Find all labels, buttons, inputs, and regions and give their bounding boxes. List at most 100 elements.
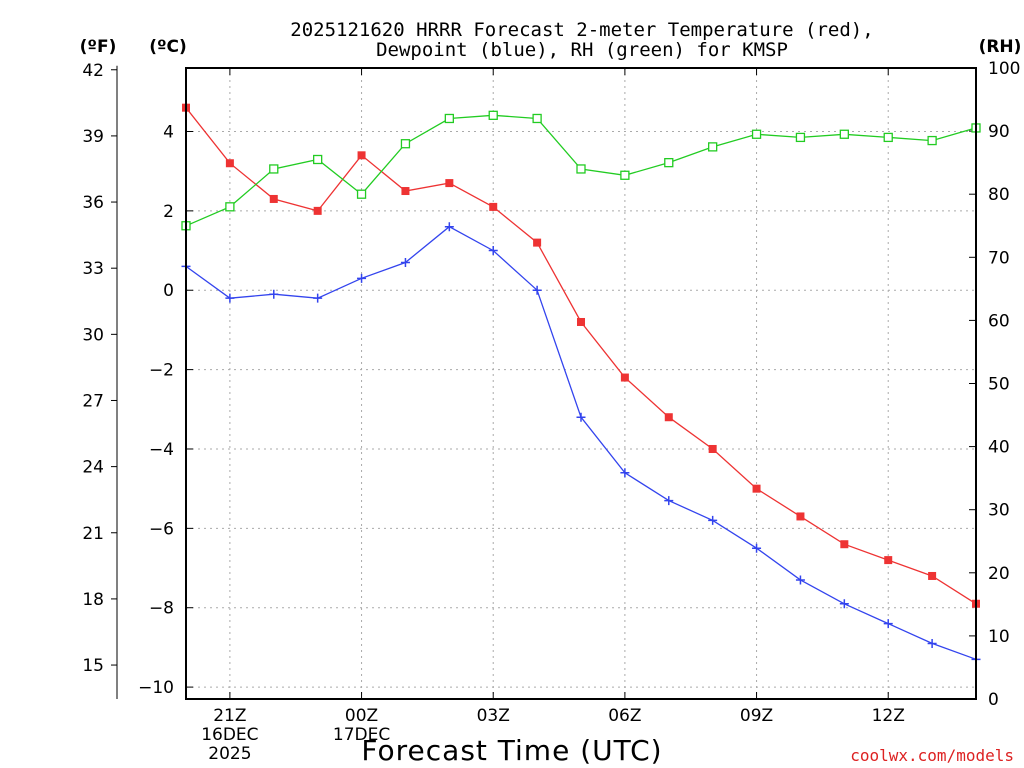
series-dewpoint — [181, 222, 981, 664]
data-point-temperature — [664, 413, 673, 422]
x-tick-label: 06Z — [608, 706, 641, 726]
fahrenheit-tick-label: 15 — [82, 656, 104, 676]
data-point-temperature — [401, 187, 410, 196]
fahrenheit-tick-label: 36 — [82, 193, 104, 213]
data-point-dewpoint — [313, 293, 323, 303]
data-point-rh — [708, 142, 718, 152]
data-point-rh — [269, 164, 279, 174]
data-point-dewpoint — [532, 285, 542, 295]
celsius-tick-label: 4 — [163, 122, 174, 142]
data-point-rh — [839, 129, 849, 139]
chart-title-line1: 2025121620 HRRR Forecast 2-meter Tempera… — [290, 19, 873, 41]
data-point-dewpoint — [620, 468, 630, 478]
fahrenheit-axis: 15 18 21 24 27 30 33 36 39 42 — [82, 61, 118, 699]
data-point-rh — [751, 129, 762, 139]
data-point-dewpoint — [708, 515, 718, 525]
fahrenheit-unit-label: (ºF) — [80, 37, 117, 57]
fahrenheit-tick-label: 18 — [82, 590, 104, 610]
fahrenheit-tick-label: 42 — [82, 61, 104, 81]
data-point-dewpoint — [444, 222, 454, 232]
data-point-temperature — [840, 540, 849, 549]
rh-unit-label: (RH) — [979, 37, 1022, 57]
x-tick-label: 16DEC — [201, 725, 258, 745]
celsius-tick-label: −6 — [149, 519, 174, 539]
rh-tick-label: 80 — [988, 185, 1010, 205]
data-point-rh — [664, 157, 674, 168]
rh-tick-label: 100 — [988, 59, 1020, 79]
rh-tick-label: 20 — [988, 564, 1010, 584]
data-point-dewpoint — [795, 575, 805, 585]
data-point-temperature — [752, 484, 761, 493]
rh-tick-label: 90 — [988, 122, 1010, 142]
x-tick-label: 21Z — [213, 706, 246, 726]
x-tick-label: 03Z — [477, 706, 510, 726]
data-point-dewpoint — [225, 293, 235, 303]
data-point-temperature — [489, 202, 498, 211]
data-point-rh — [225, 202, 235, 212]
fahrenheit-tick-label: 24 — [82, 458, 104, 478]
rh-tick-label: 40 — [988, 438, 1010, 458]
data-point-temperature — [577, 317, 585, 326]
data-point-dewpoint — [357, 273, 367, 283]
data-point-temperature — [269, 194, 278, 203]
x-axis-title: Forecast Time (UTC) — [361, 734, 662, 767]
data-point-rh — [488, 110, 498, 120]
data-point-temperature — [225, 159, 234, 168]
celsius-tick-label: −4 — [149, 440, 174, 460]
x-tick-label: 17DEC — [333, 725, 390, 745]
data-point-temperature — [796, 512, 805, 521]
data-point-dewpoint — [400, 257, 410, 267]
celsius-axis: −10 −8 −6 −4 −2 0 2 4 — [138, 122, 193, 698]
celsius-tick-label: −10 — [138, 678, 174, 698]
rh-tick-label: 50 — [988, 375, 1010, 395]
data-point-temperature — [313, 206, 322, 215]
data-point-rh — [313, 154, 323, 165]
plot-frame — [185, 67, 977, 700]
series-temperature — [182, 103, 980, 608]
celsius-unit-label: (ºC) — [149, 37, 187, 57]
data-point-rh — [356, 189, 367, 199]
data-point-temperature — [928, 571, 937, 580]
chart-title-line2: Dewpoint (blue), RH (green) for KMSP — [376, 39, 788, 61]
watermark: coolwx.com/models — [850, 746, 1014, 765]
rh-tick-label: 10 — [988, 627, 1010, 647]
data-point-rh — [883, 132, 893, 143]
data-point-dewpoint — [883, 619, 893, 629]
data-point-temperature — [884, 556, 893, 565]
data-point-dewpoint — [576, 412, 586, 422]
data-point-temperature — [357, 151, 366, 160]
fahrenheit-tick-label: 21 — [82, 524, 104, 544]
data-point-rh — [400, 139, 411, 149]
fahrenheit-tick-label: 39 — [82, 127, 104, 147]
rh-tick-label: 30 — [988, 501, 1010, 521]
rh-tick-label: 0 — [988, 690, 999, 710]
data-point-dewpoint — [269, 289, 279, 299]
data-point-rh — [927, 135, 937, 146]
fahrenheit-tick-label: 30 — [82, 325, 104, 345]
data-point-rh — [532, 113, 542, 124]
data-point-dewpoint — [839, 599, 849, 609]
data-point-rh — [795, 132, 806, 143]
data-point-rh — [620, 170, 630, 180]
data-point-temperature — [445, 179, 454, 188]
rh-tick-label: 60 — [988, 311, 1010, 331]
data-point-temperature — [708, 444, 717, 453]
rh-axis: 0 10 20 30 40 50 60 70 80 90 100 — [969, 59, 1020, 710]
data-point-rh — [444, 113, 454, 124]
fahrenheit-tick-label: 33 — [82, 259, 104, 279]
x-tick-label: 2025 — [208, 744, 251, 764]
data-point-temperature — [533, 238, 542, 247]
fahrenheit-tick-label: 27 — [82, 391, 104, 411]
x-tick-label: 09Z — [740, 706, 773, 726]
data-point-dewpoint — [488, 246, 498, 256]
x-tick-label: 12Z — [872, 706, 905, 726]
x-tick-label: 00Z — [345, 706, 378, 726]
data-point-dewpoint — [927, 638, 937, 648]
celsius-tick-label: 0 — [163, 281, 174, 301]
data-point-temperature — [620, 373, 629, 382]
data-point-rh — [576, 164, 586, 174]
data-point-dewpoint — [664, 496, 674, 506]
